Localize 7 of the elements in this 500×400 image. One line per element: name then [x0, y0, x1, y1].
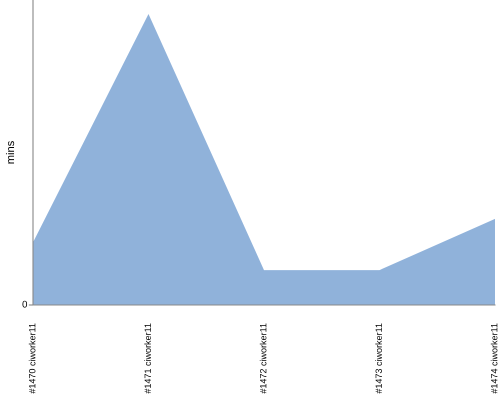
x-tick-label: #1472 ciworker11: [260, 323, 266, 394]
x-tick-label: #1471 ciworker11: [144, 323, 151, 394]
text: 0: [22, 300, 28, 308]
y-axis-title: mins: [6, 141, 14, 164]
x-tick-label: #1470 ciworker11: [28, 323, 36, 394]
x-tick-label: #1473 ciworker11: [375, 323, 382, 394]
x-tick-label: #1474 ciworker11: [490, 323, 498, 394]
